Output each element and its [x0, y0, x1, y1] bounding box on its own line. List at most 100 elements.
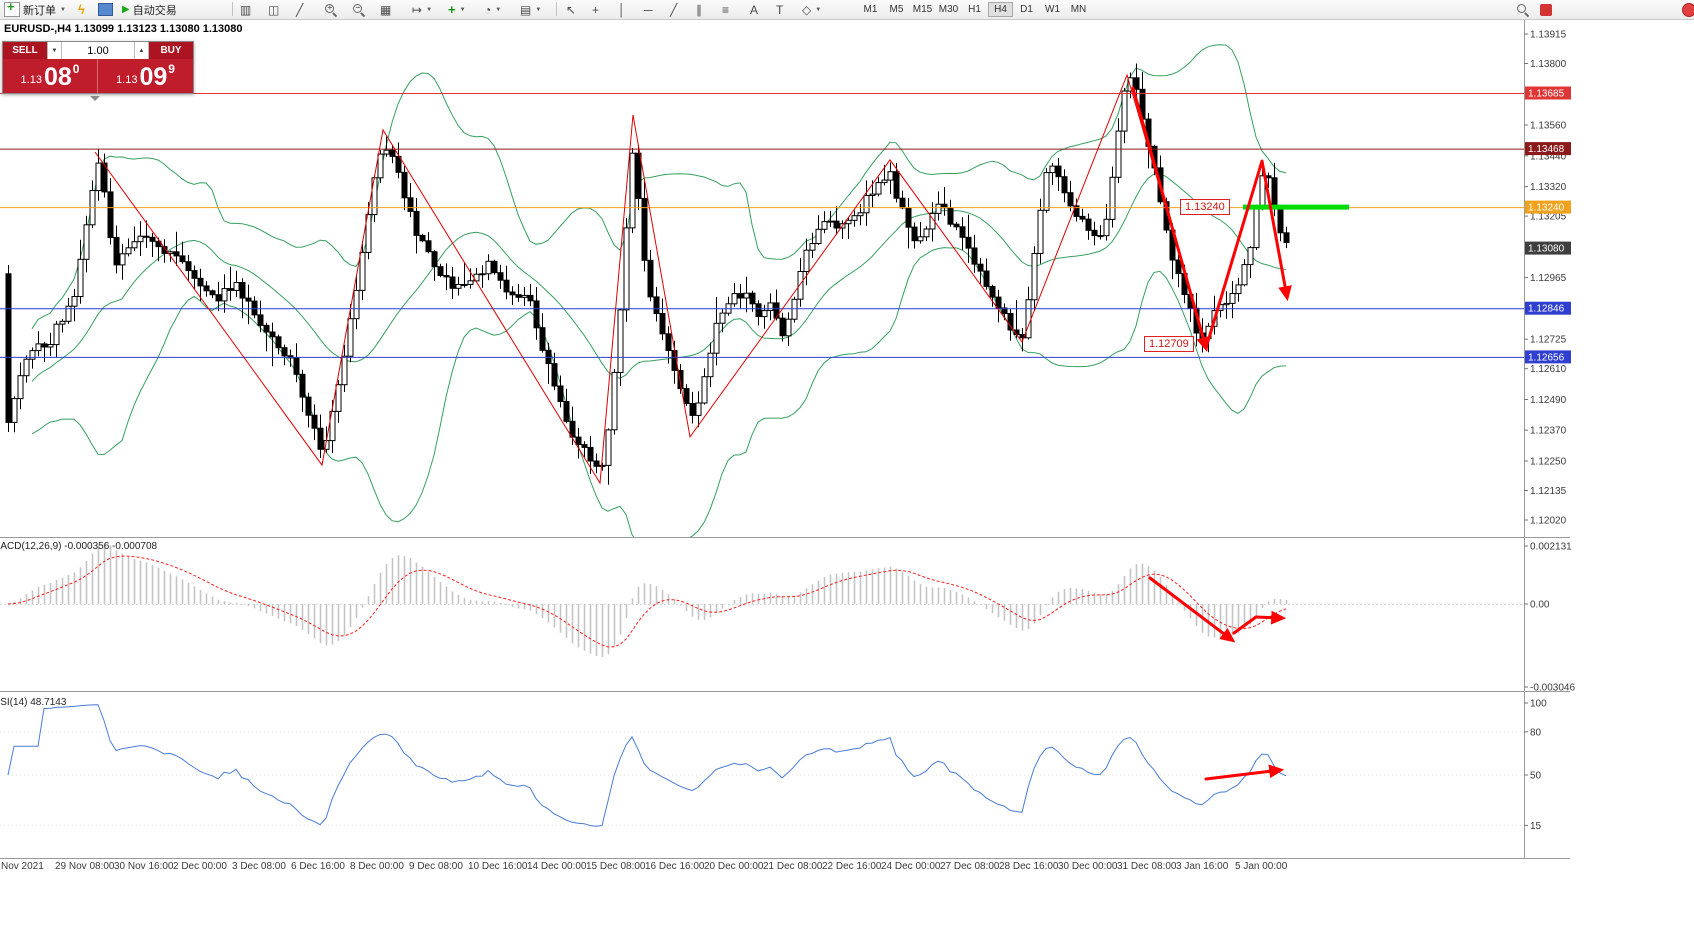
- zoom-out-button[interactable]: −: [350, 0, 368, 19]
- time-axis-label: 15 Dec 08:00: [586, 861, 646, 872]
- sell-button[interactable]: SELL: [3, 42, 47, 59]
- time-axis-label: 8 Dec 00:00: [350, 861, 404, 872]
- template-icon: ▤: [520, 2, 532, 17]
- horizontal-line-icon: ─: [644, 2, 653, 17]
- label-icon: T: [776, 2, 784, 17]
- crosshair-button[interactable]: +: [590, 0, 601, 19]
- candlestick-chart-icon: ◫: [268, 2, 280, 17]
- trend-arrow[interactable]: [1148, 576, 1236, 643]
- chart-window-icon: [98, 3, 113, 16]
- price-badge-label: 1.12846: [1528, 304, 1565, 315]
- text-icon: A: [750, 2, 759, 17]
- shapes-icon: ◇: [802, 2, 812, 17]
- price-annotation-label[interactable]: 1.12709: [1144, 336, 1194, 352]
- tile-windows-button[interactable]: ▦: [378, 0, 393, 19]
- search-button[interactable]: [1514, 0, 1532, 19]
- autoscroll-button[interactable]: ↦ ▼: [410, 0, 434, 19]
- chevron-down-icon: ▼: [495, 6, 502, 13]
- fibonacci-icon: ≡: [722, 2, 730, 17]
- timeframe-mn-button[interactable]: MN: [1066, 2, 1091, 17]
- price-badge: [1525, 86, 1571, 100]
- buy-price[interactable]: 1.13 09 9: [98, 59, 193, 93]
- trade-panel-expander[interactable]: [90, 96, 100, 101]
- fibonacci-button[interactable]: ≡: [720, 0, 731, 19]
- app-badge-icon: [1540, 3, 1552, 16]
- zoom-in-button[interactable]: +: [322, 0, 340, 19]
- timeframe-h1-button[interactable]: H1: [962, 2, 987, 17]
- indicators-plus-icon: +: [448, 2, 456, 17]
- volume-input[interactable]: 1.00: [62, 42, 134, 59]
- timeframe-d1-button[interactable]: D1: [1014, 2, 1039, 17]
- price-tick-label: 1.13560: [1530, 121, 1567, 132]
- line-chart-icon: ╱: [296, 2, 304, 17]
- volume-down-button[interactable]: ▼: [47, 42, 62, 59]
- trend-arrow[interactable]: [1204, 764, 1285, 781]
- price-annotation-label[interactable]: 1.13240: [1180, 199, 1230, 215]
- chevron-down-icon: ▼: [459, 6, 466, 13]
- periods-button[interactable]: ◔ ▼: [482, 0, 503, 19]
- time-axis-label: 21 Dec 08:00: [763, 861, 823, 872]
- price-tick-label: 1.12610: [1530, 364, 1567, 375]
- shapes-button[interactable]: ◇ ▼: [800, 0, 823, 19]
- timeframe-m1-button[interactable]: M1: [858, 2, 883, 17]
- chart-window-button[interactable]: [96, 0, 115, 19]
- line-chart-button[interactable]: ╱: [294, 0, 305, 19]
- buy-button[interactable]: BUY: [149, 42, 193, 59]
- price-badge: [1525, 241, 1571, 255]
- green-trend-segment[interactable]: [1243, 204, 1349, 210]
- price-badge: [1525, 200, 1571, 214]
- timeframe-h4-button[interactable]: H4: [988, 2, 1013, 17]
- price-badge-label: 1.12656: [1528, 352, 1565, 363]
- macd-axis-label: 0.00: [1530, 600, 1550, 611]
- templates-button[interactable]: ▤ ▼: [518, 0, 543, 19]
- app-badge-button[interactable]: [1538, 0, 1554, 19]
- text-tool-button[interactable]: A: [748, 0, 760, 19]
- volume-up-button[interactable]: ▲: [134, 42, 149, 59]
- rsi-line: [7, 704, 1287, 827]
- label-tool-button[interactable]: T: [774, 0, 785, 19]
- time-axis-label: 20 Dec 00:00: [704, 861, 764, 872]
- buy-price-prefix: 1.13: [116, 74, 138, 87]
- time-axis-label: 6 Dec 16:00: [291, 861, 345, 872]
- one-click-trading-panel: SELL ▼ 1.00 ▲ BUY 1.13 08 0 1.13 09 9: [2, 41, 194, 94]
- price-badge-label: 1.13240: [1528, 203, 1565, 214]
- horizontal-line-button[interactable]: ─: [642, 0, 655, 19]
- price-tick-label: 1.13320: [1530, 182, 1567, 193]
- rsi-axis-label: 15: [1530, 821, 1542, 832]
- price-tick-label: 1.12135: [1530, 486, 1567, 497]
- corner-badge: [1682, 3, 1694, 17]
- price-badge: [1525, 350, 1571, 364]
- candlestick-chart-button[interactable]: ◫: [266, 0, 281, 19]
- trend-arrow[interactable]: [1232, 610, 1287, 635]
- search-icon: [1516, 3, 1530, 17]
- new-order-button[interactable]: + 新订单 ▼: [2, 0, 68, 19]
- toolbar-separator: [556, 2, 557, 16]
- timeframe-m5-button[interactable]: M5: [884, 2, 909, 17]
- trendline-button[interactable]: ╱: [668, 0, 679, 19]
- time-axis-label: 9 Dec 08:00: [409, 861, 463, 872]
- trend-arrow[interactable]: [1131, 86, 1210, 353]
- sell-price[interactable]: 1.13 08 0: [3, 59, 98, 93]
- channel-button[interactable]: ∥: [694, 0, 704, 19]
- autotrading-button[interactable]: ▶ 自动交易: [120, 0, 179, 19]
- timeframe-m15-button[interactable]: M15: [910, 2, 935, 17]
- indicators-button[interactable]: + ▼: [446, 0, 468, 19]
- cursor-button[interactable]: ↖: [564, 0, 578, 19]
- rsi-axis-label: 80: [1530, 727, 1542, 738]
- vertical-line-button[interactable]: │: [616, 0, 628, 19]
- zoom-out-icon: −: [352, 3, 366, 17]
- bar-chart-button[interactable]: ▥: [238, 0, 253, 19]
- trade-price-row: 1.13 08 0 1.13 09 9: [3, 59, 193, 93]
- bollinger-lower: [31, 247, 1287, 537]
- timeframe-w1-button[interactable]: W1: [1040, 2, 1065, 17]
- arrow-cursor-icon: ↖: [566, 2, 577, 17]
- timeframe-m30-button[interactable]: M30: [936, 2, 961, 17]
- trend-arrow[interactable]: [1204, 159, 1292, 350]
- bollinger-upper: [31, 44, 1287, 329]
- quick-launch-button[interactable]: ϟ: [76, 0, 87, 19]
- zigzag-line[interactable]: [94, 73, 1206, 485]
- bollinger-middle: [31, 173, 1287, 382]
- price-tick-label: 1.13800: [1530, 59, 1567, 70]
- chevron-down-icon: ▼: [815, 6, 822, 13]
